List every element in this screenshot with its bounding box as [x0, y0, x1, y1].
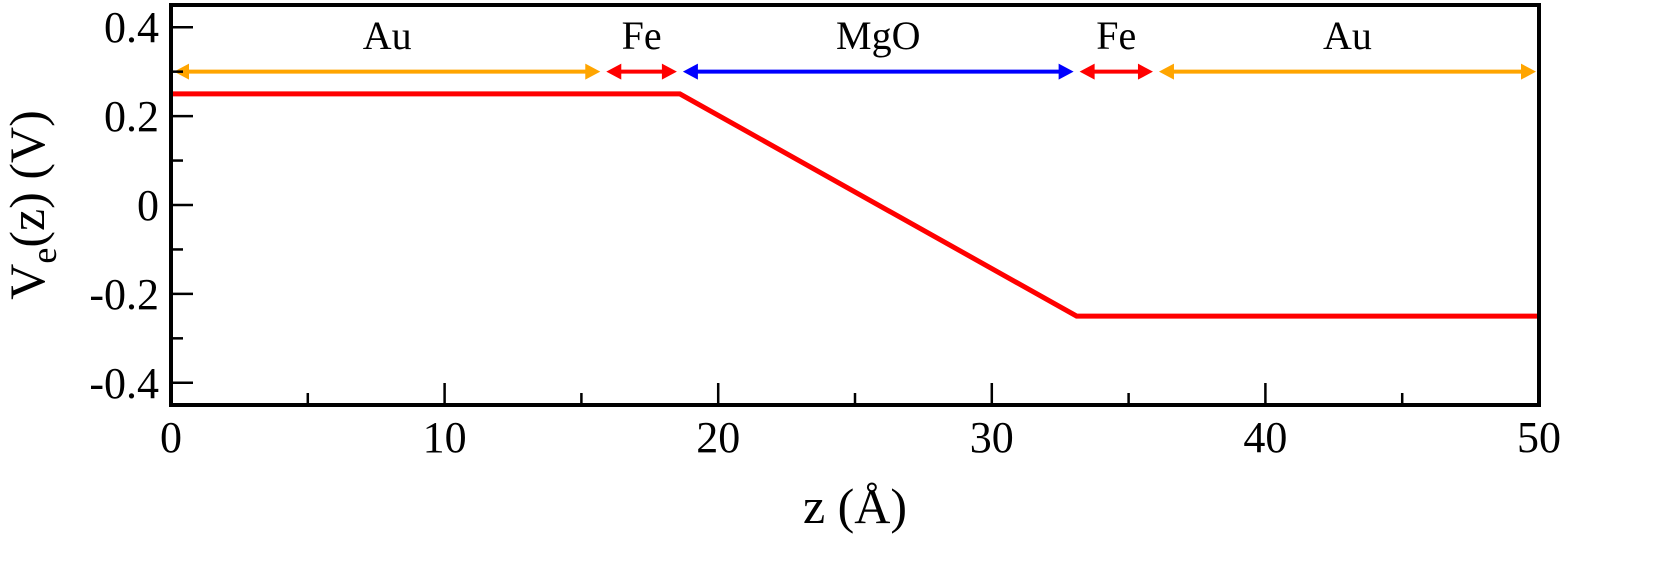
region-arrow-head-left [606, 63, 622, 80]
region-label: Fe [1096, 13, 1136, 58]
region-label: Au [1323, 13, 1372, 58]
x-axis-title: z (Å) [803, 478, 907, 534]
x-tick-label: 20 [696, 413, 740, 462]
plot-frame [169, 3, 1541, 407]
x-tick-label: 10 [423, 413, 467, 462]
y-axis-title-rest: (z) (V) [0, 110, 55, 247]
region-arrow-head-right [661, 63, 677, 80]
region-label: Fe [622, 13, 662, 58]
region-arrow-head-right [1058, 63, 1074, 80]
region-arrow-head-left [1079, 63, 1095, 80]
x-tick-label: 40 [1243, 413, 1287, 462]
region-label: Au [363, 13, 412, 58]
axis-ticks [169, 25, 1541, 405]
x-tick-label: 30 [970, 413, 1014, 462]
series-line [171, 91, 1539, 319]
region-arrow-head-right [1521, 63, 1536, 80]
x-tick-label: 0 [160, 413, 182, 462]
x-tick-label: 50 [1517, 413, 1561, 462]
region-arrows: Au Fe MgO Fe Au [174, 13, 1536, 80]
series-lines [171, 91, 1539, 319]
region-arrow-head-left [1158, 63, 1174, 80]
region-arrow-head-right [1137, 63, 1153, 80]
region-label: MgO [836, 13, 920, 58]
region-arrow-head-right [585, 63, 601, 80]
y-tick-label: 0.2 [104, 92, 159, 141]
region-arrow-head-left [682, 63, 698, 80]
y-axis-title: Ve(z) (V) [0, 110, 64, 300]
tick-labels: 0 10 20 30 40 50 -0.4 -0.2 0 0.2 0.4 [89, 3, 1561, 462]
y-tick-label: -0.4 [89, 359, 159, 408]
y-tick-label: 0.4 [104, 3, 159, 52]
y-axis-title-subscript: e [24, 248, 64, 264]
y-tick-label: -0.2 [89, 270, 159, 319]
y-axis-title-main: V [0, 264, 55, 300]
y-tick-label: 0 [137, 181, 159, 230]
